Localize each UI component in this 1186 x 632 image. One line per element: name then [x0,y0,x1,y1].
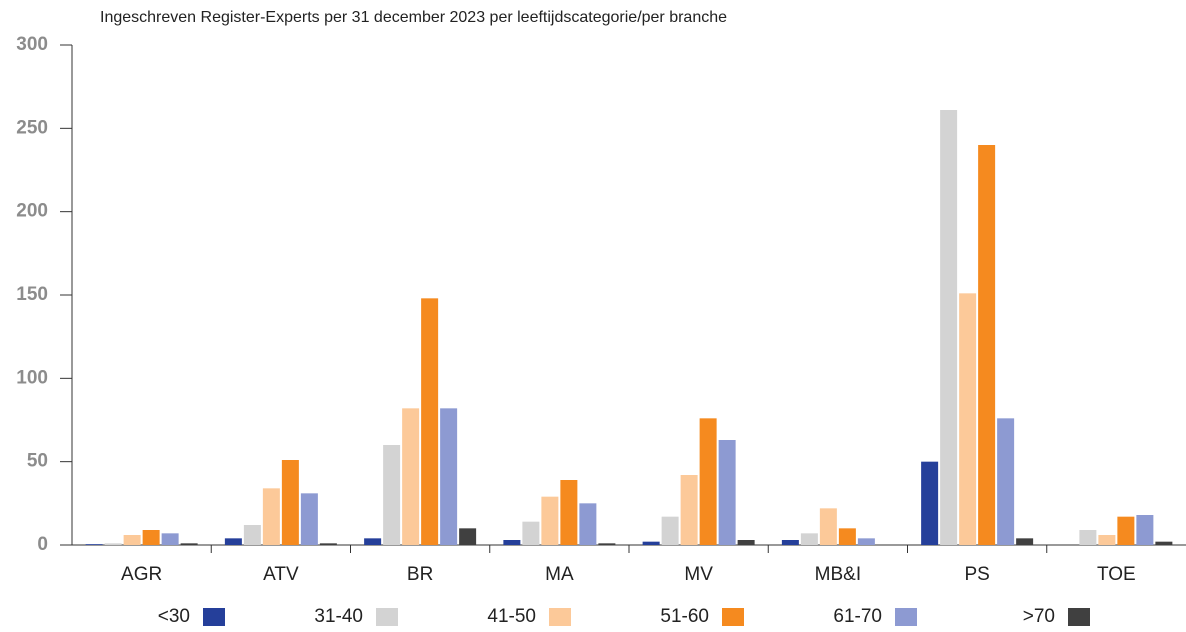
legend-swatch [722,608,744,626]
y-tick-label: 300 [16,34,48,55]
y-tick-label: 0 [37,534,48,555]
bar [598,543,616,545]
bar [85,544,103,545]
bar [300,493,318,545]
legend-label: 41-50 [487,606,536,627]
legend-label: >70 [1023,606,1055,627]
bar [579,503,597,545]
bar [940,110,958,545]
x-tick-label: AGR [121,564,162,585]
bar [1016,538,1034,545]
bar [541,496,559,545]
bar [440,408,458,545]
x-tick-label: MA [545,564,574,585]
legend-swatch [549,608,571,626]
bar [1079,530,1097,545]
bar [161,533,179,545]
bar [383,445,401,545]
bar [959,293,977,545]
bar [997,418,1015,545]
bar [421,298,439,545]
bar [642,541,660,545]
bar [262,488,280,545]
bar [1117,516,1135,545]
x-tick-label: ATV [263,564,299,585]
bar [180,543,198,545]
bar [142,530,160,545]
bar [819,508,837,545]
bar [503,540,521,545]
bar [123,535,141,545]
x-tick-label: MB&I [815,564,861,585]
bar [680,475,698,545]
bar [319,543,337,545]
legend-label: 61-70 [833,606,882,627]
legend-label: <30 [158,606,190,627]
bar [560,480,578,545]
bar [978,145,996,545]
legend-label: 51-60 [660,606,709,627]
y-tick-label: 150 [16,284,48,305]
bar [243,525,261,545]
bar [402,408,420,545]
legend-swatch [203,608,225,626]
y-tick-label: 100 [16,367,48,388]
bar [522,521,540,545]
bar [857,538,875,545]
bar [800,533,818,545]
bar [364,538,382,545]
bar [1155,541,1173,545]
bar [661,516,679,545]
x-tick-label: MV [684,564,713,585]
bar [737,540,755,545]
bar [459,528,477,545]
legend-swatch [376,608,398,626]
y-tick-label: 200 [16,201,48,222]
bar [104,543,122,545]
y-tick-label: 250 [16,117,48,138]
bar [838,528,856,545]
bar [1098,535,1116,545]
bar [699,418,717,545]
x-tick-label: BR [407,564,433,585]
y-tick-label: 50 [27,451,48,472]
bar [921,461,939,545]
bar [1136,515,1154,545]
x-tick-label: TOE [1097,564,1136,585]
bar [718,440,736,545]
legend-swatch [895,608,917,626]
legend-label: 31-40 [314,606,363,627]
bar [281,460,299,545]
x-tick-label: PS [964,564,989,585]
bar [224,538,242,545]
legend-swatch [1068,608,1090,626]
chart-title: Ingeschreven Register-Experts per 31 dec… [100,9,727,26]
bar [781,540,799,545]
